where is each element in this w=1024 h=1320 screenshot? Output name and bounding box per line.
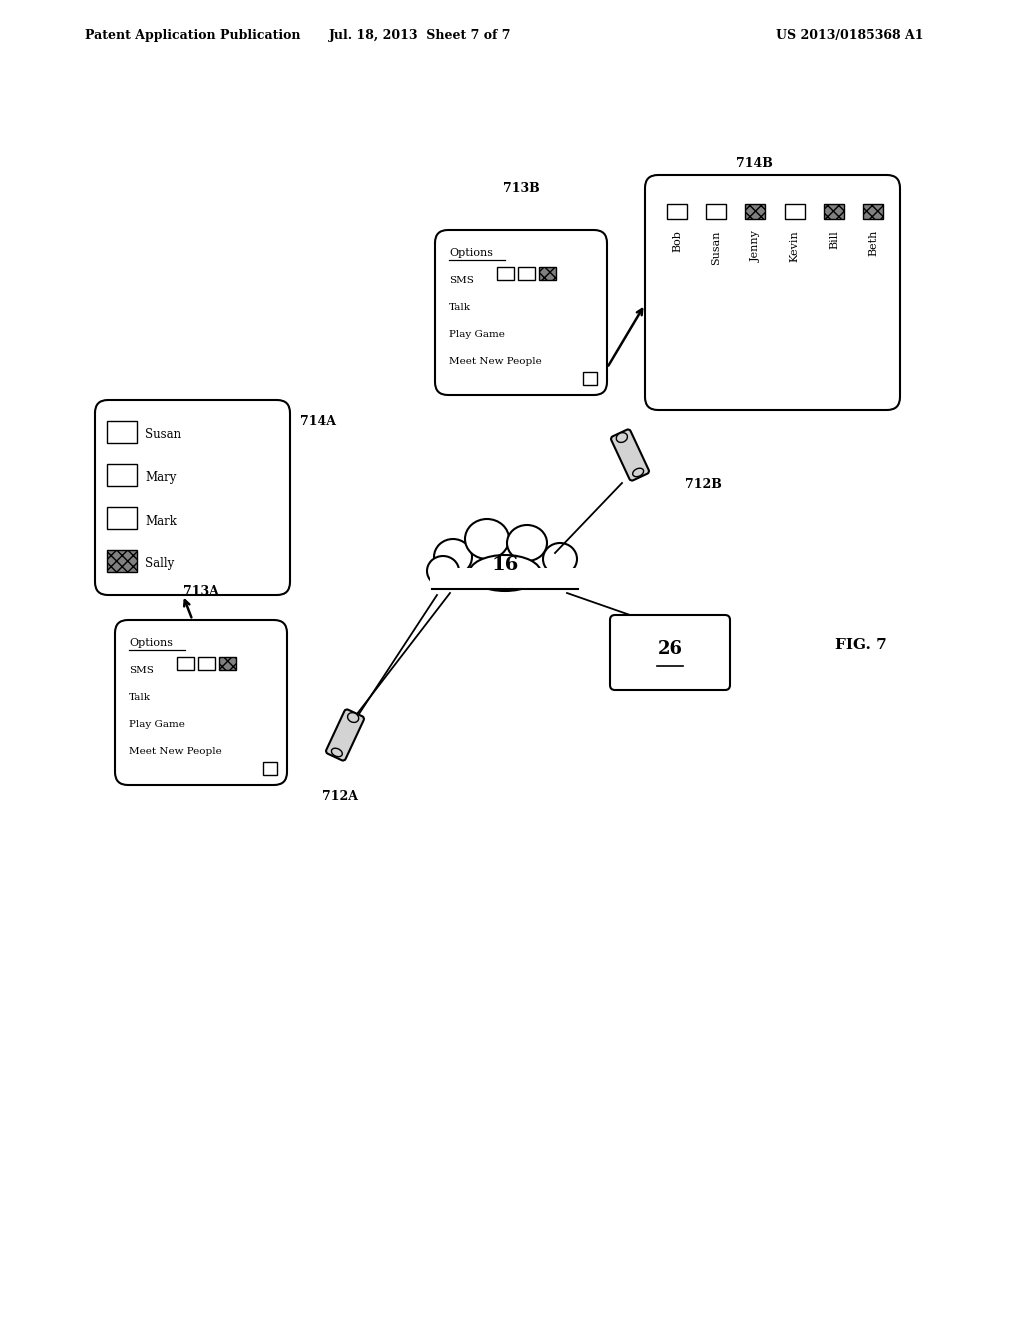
Text: 714A: 714A [300, 414, 336, 428]
FancyBboxPatch shape [95, 400, 290, 595]
Text: 713A: 713A [183, 585, 219, 598]
Bar [497, 267, 514, 280]
Bar [784, 205, 805, 219]
Ellipse shape [347, 713, 358, 722]
Text: Options: Options [129, 638, 173, 648]
FancyBboxPatch shape [645, 176, 900, 411]
Ellipse shape [465, 519, 509, 558]
Bar [263, 762, 278, 775]
Bar [707, 205, 726, 219]
FancyBboxPatch shape [115, 620, 287, 785]
Text: Meet New People: Meet New People [129, 747, 222, 756]
Ellipse shape [507, 525, 547, 561]
Text: Talk: Talk [129, 693, 151, 702]
Bar [177, 657, 194, 671]
Ellipse shape [469, 554, 541, 591]
Bar [518, 267, 535, 280]
Bar [539, 267, 556, 280]
Text: 712B: 712B [685, 479, 722, 491]
Text: Mary: Mary [145, 471, 176, 484]
Text: Susan: Susan [145, 429, 181, 441]
FancyBboxPatch shape [611, 429, 649, 480]
Bar [219, 657, 236, 671]
Text: Play Game: Play Game [449, 330, 505, 339]
Ellipse shape [543, 543, 577, 576]
FancyBboxPatch shape [610, 615, 730, 690]
Text: 714B: 714B [735, 157, 772, 170]
Bar [583, 372, 597, 385]
Bar [745, 205, 766, 219]
Text: Bob: Bob [672, 230, 682, 252]
Text: SMS: SMS [449, 276, 474, 285]
Bar [667, 205, 687, 219]
Text: Susan: Susan [712, 230, 721, 264]
Text: Sally: Sally [145, 557, 174, 570]
Bar [106, 421, 137, 444]
Bar [198, 657, 215, 671]
Ellipse shape [434, 539, 472, 576]
Text: Mark: Mark [145, 515, 177, 528]
Text: Kevin: Kevin [790, 230, 800, 261]
Ellipse shape [633, 469, 643, 477]
Text: 712A: 712A [322, 791, 358, 804]
Text: Play Game: Play Game [129, 719, 185, 729]
Text: Talk: Talk [449, 304, 471, 312]
Text: Jenny: Jenny [751, 230, 761, 261]
FancyBboxPatch shape [326, 709, 365, 760]
Text: SMS: SMS [129, 667, 154, 675]
Bar [430, 568, 580, 590]
Ellipse shape [616, 433, 628, 442]
Ellipse shape [427, 556, 459, 586]
Text: Meet New People: Meet New People [449, 356, 542, 366]
Bar [106, 507, 137, 529]
Text: FIG. 7: FIG. 7 [835, 638, 887, 652]
Text: Bill: Bill [828, 230, 839, 248]
Text: US 2013/0185368 A1: US 2013/0185368 A1 [776, 29, 924, 41]
Text: Options: Options [449, 248, 493, 257]
Bar [106, 465, 137, 486]
Ellipse shape [332, 748, 342, 756]
Text: Jul. 18, 2013  Sheet 7 of 7: Jul. 18, 2013 Sheet 7 of 7 [329, 29, 511, 41]
Bar [863, 205, 883, 219]
FancyBboxPatch shape [435, 230, 607, 395]
Text: Patent Application Publication: Patent Application Publication [85, 29, 300, 41]
Text: 16: 16 [492, 556, 519, 574]
Text: Beth: Beth [868, 230, 879, 256]
Bar [824, 205, 844, 219]
Text: 26: 26 [657, 640, 683, 659]
Bar [106, 550, 137, 572]
Text: 713B: 713B [503, 182, 540, 195]
